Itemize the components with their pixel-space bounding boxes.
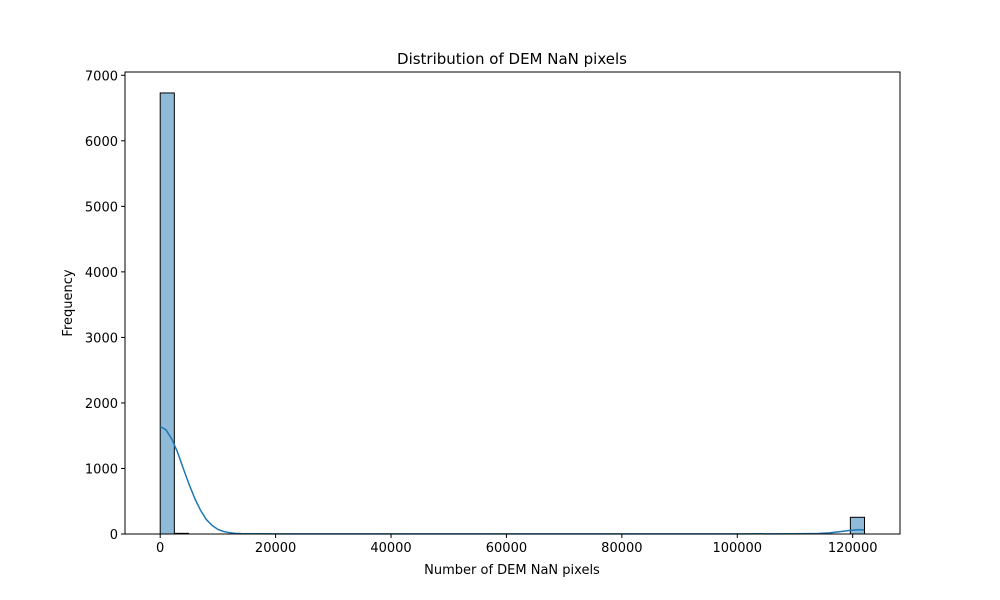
x-tick-label: 40000 (370, 541, 411, 556)
bars-layer (159, 92, 866, 535)
y-tick-label: 2000 (85, 397, 118, 412)
y-tick-label: 0 (110, 528, 118, 543)
plot-frame (124, 71, 901, 535)
y-tick-label: 6000 (85, 135, 118, 150)
histogram-bar-0 (159, 92, 175, 535)
y-tick-label: 1000 (85, 462, 118, 477)
kde-layer (159, 425, 865, 535)
x-tick-label: 100000 (712, 541, 762, 556)
chart-title: Distribution of DEM NaN pixels (397, 50, 627, 68)
y-axis-ticks: 0 1000 2000 3000 4000 5000 6000 7000 (85, 69, 125, 543)
x-axis-ticks: 0 20000 40000 60000 80000 100000 120000 (156, 534, 878, 556)
x-tick-label: 60000 (486, 541, 527, 556)
kde-line (159, 425, 865, 535)
y-tick-label: 3000 (85, 331, 118, 346)
x-tick-label: 80000 (601, 541, 642, 556)
x-tick-label: 20000 (255, 541, 296, 556)
x-tick-label: 120000 (828, 541, 878, 556)
y-tick-label: 5000 (85, 200, 118, 215)
y-tick-label: 4000 (85, 266, 118, 281)
y-axis-title: Frequency (61, 269, 76, 336)
x-axis-title: Number of DEM NaN pixels (424, 563, 600, 578)
x-tick-label: 0 (156, 541, 164, 556)
histogram-bar-2 (849, 516, 866, 535)
y-tick-label: 7000 (85, 69, 118, 84)
